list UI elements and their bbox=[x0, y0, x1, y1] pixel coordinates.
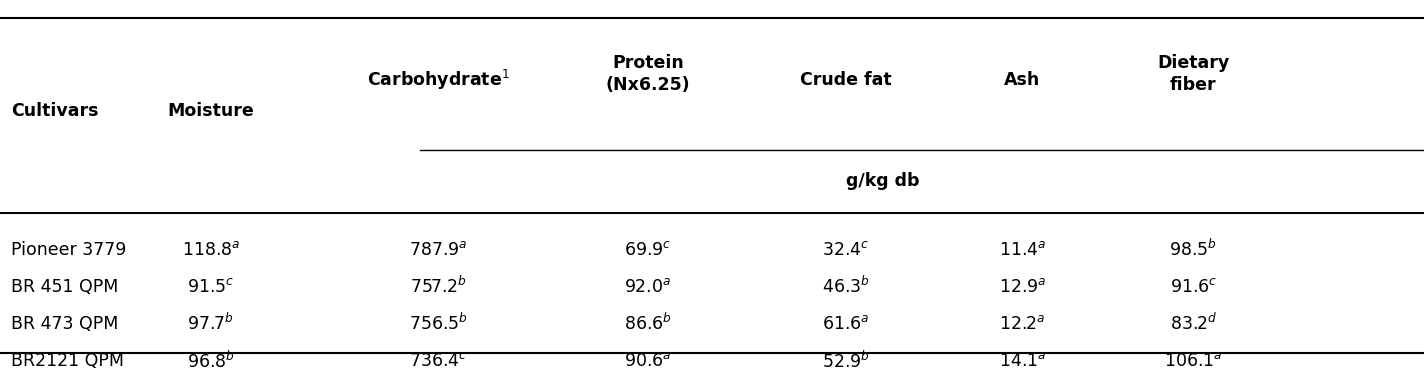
Text: 11.4$^a$: 11.4$^a$ bbox=[998, 241, 1047, 259]
Text: 106.1$^a$: 106.1$^a$ bbox=[1163, 352, 1223, 370]
Text: 90.6$^a$: 90.6$^a$ bbox=[624, 352, 672, 370]
Text: 97.7$^b$: 97.7$^b$ bbox=[188, 313, 234, 334]
Text: 787.9$^a$: 787.9$^a$ bbox=[409, 241, 468, 259]
Text: 14.1$^a$: 14.1$^a$ bbox=[998, 352, 1047, 370]
Text: Pioneer 3779: Pioneer 3779 bbox=[11, 241, 127, 259]
Text: 98.5$^b$: 98.5$^b$ bbox=[1169, 239, 1218, 260]
Text: 756.5$^b$: 756.5$^b$ bbox=[409, 313, 468, 334]
Text: g/kg db: g/kg db bbox=[846, 172, 920, 190]
Text: BR 451 QPM: BR 451 QPM bbox=[11, 278, 118, 296]
Text: Crude fat: Crude fat bbox=[800, 71, 891, 89]
Text: 12.2$^a$: 12.2$^a$ bbox=[1000, 315, 1045, 333]
Text: Ash: Ash bbox=[1004, 71, 1041, 89]
Text: 91.6$^c$: 91.6$^c$ bbox=[1169, 278, 1218, 296]
Text: 118.8$^a$: 118.8$^a$ bbox=[182, 241, 239, 259]
Text: 91.5$^c$: 91.5$^c$ bbox=[187, 278, 235, 296]
Text: 83.2$^d$: 83.2$^d$ bbox=[1169, 313, 1218, 334]
Text: 61.6$^a$: 61.6$^a$ bbox=[822, 315, 870, 333]
Text: 92.0$^a$: 92.0$^a$ bbox=[624, 278, 672, 296]
Text: BR2121 QPM: BR2121 QPM bbox=[11, 352, 124, 370]
Text: 12.9$^a$: 12.9$^a$ bbox=[998, 278, 1047, 296]
Text: Dietary
fiber: Dietary fiber bbox=[1158, 54, 1229, 94]
Text: 69.9$^c$: 69.9$^c$ bbox=[624, 241, 672, 259]
Text: 32.4$^c$: 32.4$^c$ bbox=[822, 241, 870, 259]
Text: BR 473 QPM: BR 473 QPM bbox=[11, 315, 118, 333]
Text: 52.9$^b$: 52.9$^b$ bbox=[822, 350, 870, 371]
Text: 96.8$^b$: 96.8$^b$ bbox=[187, 350, 235, 371]
Text: Moisture: Moisture bbox=[168, 102, 253, 120]
Text: 736.4$^c$: 736.4$^c$ bbox=[409, 352, 468, 370]
Text: Protein
(Nx6.25): Protein (Nx6.25) bbox=[605, 54, 691, 94]
Text: 46.3$^b$: 46.3$^b$ bbox=[822, 276, 870, 297]
Text: Carbohydrate$^1$: Carbohydrate$^1$ bbox=[367, 68, 510, 92]
Text: 86.6$^b$: 86.6$^b$ bbox=[624, 313, 672, 334]
Text: 757.2$^b$: 757.2$^b$ bbox=[410, 276, 467, 297]
Text: Cultivars: Cultivars bbox=[11, 102, 98, 120]
